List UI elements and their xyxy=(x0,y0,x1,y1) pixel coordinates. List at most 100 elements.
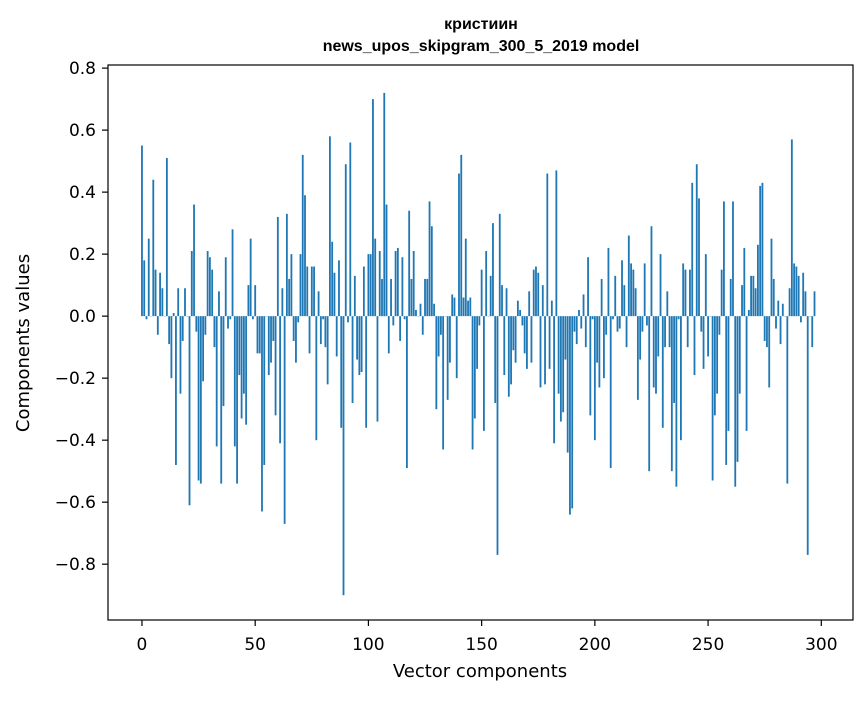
bar-component-89 xyxy=(343,316,345,595)
bar-component-86 xyxy=(336,316,338,356)
bar-component-99 xyxy=(365,316,367,428)
bar-component-243 xyxy=(691,183,693,316)
bar-component-161 xyxy=(506,288,508,316)
bar-component-38 xyxy=(227,316,229,328)
bar-component-202 xyxy=(598,316,600,387)
bar-component-35 xyxy=(220,316,222,483)
bar-component-71 xyxy=(302,155,304,316)
bar-component-119 xyxy=(411,279,413,316)
bar-component-127 xyxy=(429,201,431,316)
bar-component-50 xyxy=(254,285,256,316)
bar-component-82 xyxy=(327,316,329,384)
bar-component-248 xyxy=(703,316,705,369)
bar-component-190 xyxy=(571,316,573,508)
bar-component-297 xyxy=(814,291,816,316)
bar-component-97 xyxy=(361,316,363,372)
y-tick-label: −0.4 xyxy=(55,431,96,451)
bar-component-276 xyxy=(766,316,768,347)
bar-component-172 xyxy=(531,316,533,363)
bar-component-196 xyxy=(585,316,587,347)
bar-component-239 xyxy=(682,263,684,316)
bar-component-290 xyxy=(798,276,800,316)
bar-component-236 xyxy=(675,316,677,487)
bar-component-182 xyxy=(553,316,555,443)
bar-component-199 xyxy=(592,316,594,319)
bar-component-48 xyxy=(250,239,252,317)
bar-component-34 xyxy=(218,291,220,316)
bar-component-181 xyxy=(551,301,553,317)
bar-component-16 xyxy=(177,288,179,316)
bar-component-145 xyxy=(469,298,471,317)
bar-component-56 xyxy=(268,316,270,375)
bar-component-168 xyxy=(521,316,523,325)
bar-component-85 xyxy=(334,273,336,316)
bar-component-133 xyxy=(442,316,444,449)
bar-component-174 xyxy=(535,267,537,317)
bar-component-51 xyxy=(257,316,259,353)
bar-component-263 xyxy=(737,316,739,462)
bar-component-12 xyxy=(168,316,170,344)
x-tick-label: 50 xyxy=(244,635,266,655)
bar-component-13 xyxy=(171,316,173,378)
bar-component-206 xyxy=(608,248,610,316)
bar-component-186 xyxy=(562,316,564,412)
bar-component-115 xyxy=(401,257,403,316)
bar-component-22 xyxy=(191,251,193,316)
bar-component-226 xyxy=(653,316,655,387)
bar-component-44 xyxy=(241,316,243,418)
bar-component-68 xyxy=(295,316,297,363)
bar-component-151 xyxy=(483,316,485,431)
bar-component-60 xyxy=(277,217,279,316)
bar-component-204 xyxy=(603,316,605,378)
y-tick-label: 0.4 xyxy=(69,183,96,203)
bar-component-250 xyxy=(707,316,709,356)
bar-component-91 xyxy=(347,316,349,322)
bar-component-200 xyxy=(594,316,596,440)
bar-component-94 xyxy=(354,276,356,316)
bar-component-11 xyxy=(166,158,168,316)
bar-component-136 xyxy=(449,316,451,363)
bar-component-167 xyxy=(519,310,521,316)
bar-component-272 xyxy=(757,245,759,316)
bar-component-292 xyxy=(802,273,804,316)
bar-component-198 xyxy=(589,316,591,415)
bar-component-194 xyxy=(580,316,582,328)
bar-component-19 xyxy=(184,288,186,316)
bar-component-241 xyxy=(687,316,689,347)
bar-component-114 xyxy=(399,316,401,341)
bar-component-212 xyxy=(621,260,623,316)
bar-component-242 xyxy=(689,270,691,317)
bar-component-232 xyxy=(666,291,668,316)
bar-component-222 xyxy=(644,263,646,316)
bars-group xyxy=(141,93,815,595)
bar-component-30 xyxy=(209,257,211,316)
bar-component-229 xyxy=(660,254,662,316)
bar-component-240 xyxy=(685,270,687,317)
bar-component-37 xyxy=(225,257,227,316)
bar-component-213 xyxy=(623,285,625,316)
bar-component-32 xyxy=(214,316,216,347)
bar-component-171 xyxy=(528,291,530,316)
bar-component-214 xyxy=(626,316,628,347)
bar-component-253 xyxy=(714,316,716,415)
bar-component-230 xyxy=(662,316,664,428)
bar-component-109 xyxy=(388,316,390,353)
bar-component-90 xyxy=(345,164,347,316)
bar-component-268 xyxy=(748,310,750,316)
bar-component-283 xyxy=(782,304,784,316)
bar-component-215 xyxy=(628,236,630,317)
bar-component-265 xyxy=(741,285,743,316)
bar-component-81 xyxy=(324,316,326,347)
bar-component-291 xyxy=(800,316,802,322)
bar-component-294 xyxy=(807,316,809,555)
bar-component-73 xyxy=(306,267,308,317)
bar-component-286 xyxy=(789,288,791,316)
bar-component-36 xyxy=(223,316,225,406)
bar-component-25 xyxy=(198,316,200,480)
bar-component-75 xyxy=(311,267,313,317)
bar-component-273 xyxy=(759,186,761,316)
y-tick-label: −0.2 xyxy=(55,369,96,389)
bar-component-21 xyxy=(189,316,191,505)
